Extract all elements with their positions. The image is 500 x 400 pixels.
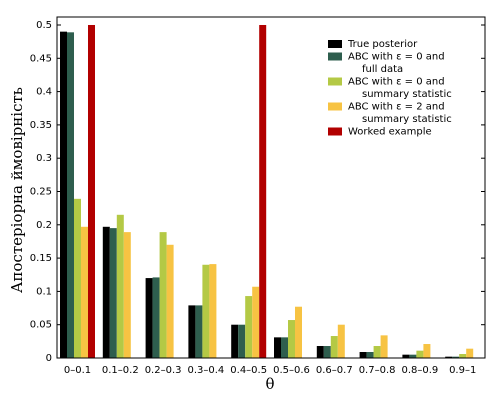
x-tick-label: 0.1–0.2 bbox=[102, 365, 139, 376]
bar bbox=[202, 264, 210, 358]
bar bbox=[373, 346, 381, 358]
legend-label: ABC with ε = 0 and summary statistic bbox=[348, 77, 452, 101]
x-tick-label: 0.9–1 bbox=[449, 365, 476, 376]
bar bbox=[74, 198, 81, 358]
y-tick-label: 0.2 bbox=[36, 220, 52, 231]
bar bbox=[337, 324, 345, 358]
bar bbox=[116, 214, 124, 358]
bar bbox=[416, 350, 424, 358]
bar bbox=[409, 354, 417, 358]
bar bbox=[459, 354, 467, 358]
bar bbox=[402, 354, 410, 358]
bar bbox=[195, 305, 203, 358]
bar bbox=[274, 337, 281, 358]
y-tick-label: 0.35 bbox=[30, 120, 52, 131]
y-axis-label: Апостеріорна ймовірність bbox=[8, 87, 26, 293]
bar bbox=[366, 352, 374, 358]
x-tick-label: 0.2–0.3 bbox=[145, 365, 182, 376]
bar bbox=[88, 24, 95, 358]
bar bbox=[102, 226, 110, 358]
bar bbox=[259, 24, 267, 358]
bar bbox=[81, 226, 88, 358]
x-tick-label: 0.4–0.5 bbox=[230, 365, 267, 376]
bar bbox=[67, 32, 74, 358]
bar bbox=[245, 296, 253, 358]
bar bbox=[145, 278, 153, 358]
bar bbox=[159, 232, 167, 358]
y-tick-label: 0.15 bbox=[30, 253, 52, 264]
x-tick-label: 0.8–0.9 bbox=[401, 365, 438, 376]
legend-label: ABC with ε = 2 and summary statistic bbox=[348, 102, 452, 126]
x-tick-label: 0.5–0.6 bbox=[273, 365, 310, 376]
legend-label: True posterior bbox=[347, 39, 418, 50]
legend-swatch bbox=[328, 127, 342, 136]
bar bbox=[323, 346, 331, 358]
plot-frame bbox=[56, 16, 486, 359]
legend-swatch bbox=[328, 77, 342, 86]
y-tick-label: 0.45 bbox=[30, 53, 52, 64]
bar bbox=[209, 264, 217, 358]
bar bbox=[166, 244, 174, 358]
bar bbox=[109, 228, 117, 358]
bar bbox=[316, 346, 324, 358]
bar bbox=[281, 337, 288, 358]
bar bbox=[60, 31, 67, 358]
y-tick-label: 0.05 bbox=[30, 320, 52, 331]
bar bbox=[252, 286, 260, 358]
bar bbox=[188, 305, 196, 358]
y-tick-label: 0.5 bbox=[36, 20, 52, 31]
bar bbox=[295, 306, 302, 358]
x-tick-label: 0–0.1 bbox=[64, 365, 91, 376]
bar bbox=[445, 356, 453, 358]
bar bbox=[359, 352, 367, 358]
bar bbox=[231, 324, 239, 358]
bar bbox=[380, 335, 388, 358]
y-tick-label: 0.4 bbox=[36, 87, 52, 98]
x-tick-label: 0.3–0.4 bbox=[187, 365, 224, 376]
x-axis-label: θ bbox=[265, 375, 274, 393]
y-tick-label: 0.3 bbox=[36, 153, 52, 164]
legend-label: ABC with ε = 0 and full data bbox=[348, 52, 445, 76]
x-tick-label: 0.6–0.7 bbox=[316, 365, 353, 376]
bar bbox=[152, 277, 160, 358]
bar bbox=[238, 324, 246, 358]
bar bbox=[123, 232, 131, 358]
bar bbox=[330, 336, 338, 358]
legend-swatch bbox=[328, 40, 342, 48]
bar bbox=[452, 356, 460, 358]
legend-label: Worked example bbox=[348, 127, 432, 138]
y-tick-label: 0.1 bbox=[36, 286, 52, 297]
legend-swatch bbox=[328, 52, 342, 61]
bar bbox=[288, 320, 295, 358]
bar bbox=[423, 344, 431, 358]
legend-swatch bbox=[328, 102, 342, 111]
y-tick-label: 0.25 bbox=[30, 186, 52, 197]
y-tick-label: 0 bbox=[46, 353, 52, 364]
bar bbox=[466, 348, 474, 358]
x-tick-label: 0.7–0.8 bbox=[359, 365, 396, 376]
